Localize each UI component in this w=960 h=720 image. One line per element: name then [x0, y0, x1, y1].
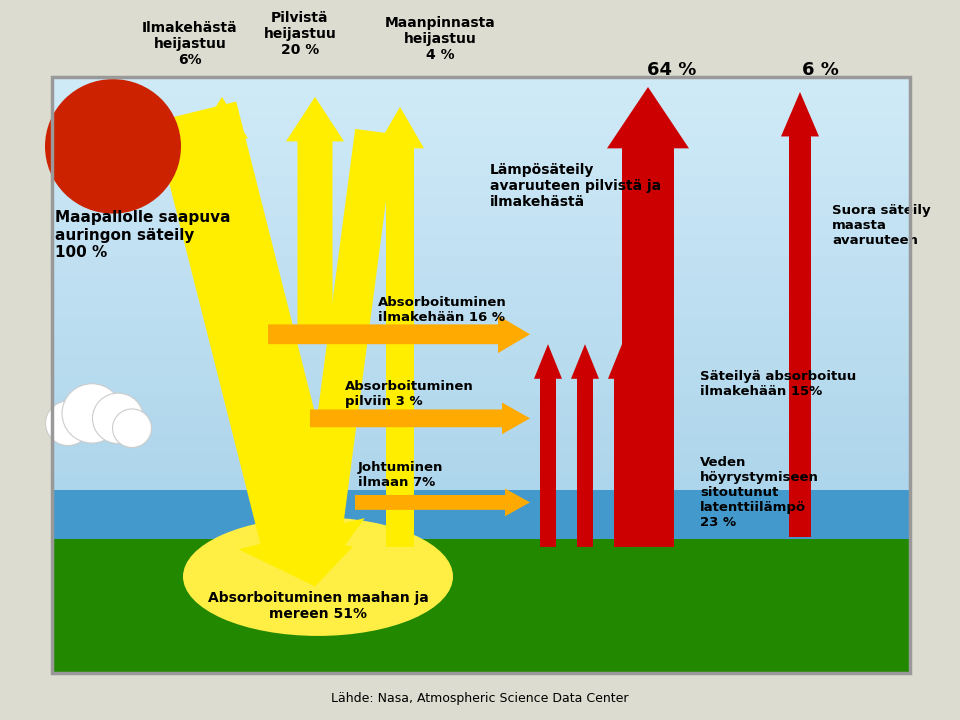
Text: Lähde: Nasa, Atmospheric Science Data Center: Lähde: Nasa, Atmospheric Science Data Ce… [331, 692, 629, 705]
Bar [52, 355, 910, 375]
Bar [52, 137, 910, 156]
Polygon shape [268, 315, 530, 353]
Polygon shape [376, 107, 424, 547]
Bar [52, 117, 910, 137]
Text: Maanpinnasta
heijastuu
4 %: Maanpinnasta heijastuu 4 % [385, 16, 495, 63]
Polygon shape [608, 344, 636, 547]
Bar [52, 593, 910, 613]
Bar [52, 375, 910, 395]
Text: Veden
höyrystymiseen
sitoutunut
latenttiilämpö
23 %: Veden höyrystymiseen sitoutunut latentti… [700, 456, 819, 529]
Text: Absorboituminen
pilviin 3 %: Absorboituminen pilviin 3 % [345, 379, 473, 408]
Polygon shape [196, 97, 248, 255]
Bar [52, 539, 910, 672]
Polygon shape [781, 92, 819, 537]
Circle shape [112, 409, 152, 448]
Text: Absorboituminen maahan ja
mereen 51%: Absorboituminen maahan ja mereen 51% [207, 591, 428, 621]
Text: Johtuminen
ilmaan 7%: Johtuminen ilmaan 7% [358, 461, 444, 489]
Circle shape [92, 393, 143, 444]
Bar [52, 573, 910, 593]
Text: 6 %: 6 % [802, 61, 838, 79]
Bar [52, 454, 910, 474]
Bar [52, 653, 910, 672]
Bar [52, 77, 910, 672]
Bar [52, 295, 910, 315]
Polygon shape [571, 344, 599, 547]
Bar [52, 176, 910, 197]
Text: Pilvistä
heijastuu
20 %: Pilvistä heijastuu 20 % [264, 11, 336, 58]
Text: 64 %: 64 % [647, 61, 697, 79]
Bar [52, 415, 910, 434]
Bar [52, 554, 910, 573]
Circle shape [45, 79, 181, 214]
Bar [52, 315, 910, 335]
Text: Absorboituminen
ilmakehään 16 %: Absorboituminen ilmakehään 16 % [378, 295, 507, 323]
Text: Säteilyä absorboituu
ilmakehään 15%: Säteilyä absorboituu ilmakehään 15% [700, 370, 856, 397]
Bar [52, 613, 910, 633]
Bar [52, 395, 910, 415]
Bar [52, 276, 910, 295]
Bar [52, 474, 910, 494]
Polygon shape [289, 129, 395, 587]
Bar [52, 514, 910, 534]
Polygon shape [607, 87, 689, 547]
Text: Ilmakehästä
heijastuu
6%: Ilmakehästä heijastuu 6% [142, 21, 238, 67]
Circle shape [62, 384, 122, 443]
Polygon shape [154, 102, 365, 587]
Bar [52, 216, 910, 236]
Polygon shape [355, 489, 530, 516]
Bar [52, 97, 910, 117]
Ellipse shape [183, 517, 453, 636]
Text: Lämpösäteily
avaruuteen pilvistä ja
ilmakehästä: Lämpösäteily avaruuteen pilvistä ja ilma… [490, 163, 661, 209]
Polygon shape [534, 344, 562, 547]
Bar [52, 335, 910, 355]
Circle shape [90, 124, 135, 168]
Bar [52, 434, 910, 454]
Circle shape [67, 102, 158, 192]
Circle shape [45, 401, 90, 446]
Bar [52, 256, 910, 276]
Text: Suora säteily
maasta
avaruuteen: Suora säteily maasta avaruuteen [832, 204, 930, 247]
Bar [52, 490, 910, 544]
Bar [52, 494, 910, 514]
Circle shape [79, 113, 147, 180]
Bar [52, 156, 910, 176]
Bar [52, 77, 910, 97]
Bar [52, 236, 910, 256]
Circle shape [102, 135, 125, 158]
Circle shape [57, 90, 170, 202]
Bar [52, 534, 910, 554]
Polygon shape [310, 402, 530, 434]
Bar [52, 197, 910, 216]
Text: Maapallolle saapuva
auringon säteily
100 %: Maapallolle saapuva auringon säteily 100… [55, 210, 230, 260]
Polygon shape [286, 97, 344, 329]
Bar [52, 633, 910, 653]
